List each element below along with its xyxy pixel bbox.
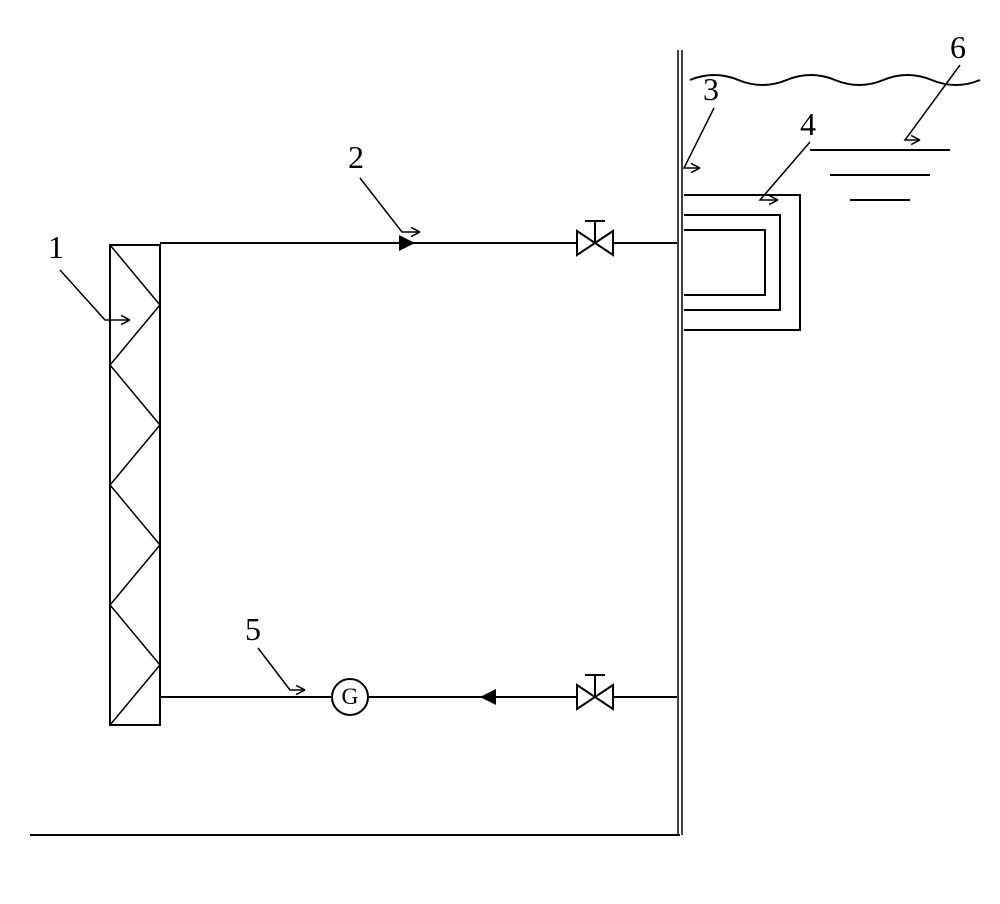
valve-return [577, 675, 613, 709]
leader-line [360, 178, 420, 232]
callout-label-3: 3 [703, 71, 719, 107]
leader-line [684, 108, 714, 168]
callout-label-2: 2 [348, 139, 364, 175]
pump-label: G [342, 684, 359, 710]
flow-arrow-icon [480, 689, 496, 705]
heat-exchanger-fins [110, 245, 160, 725]
engineering-schematic: G 1 2 3 4 5 6 [0, 0, 1000, 904]
leader-line [60, 270, 130, 320]
callout-label-5: 5 [245, 611, 261, 647]
water-surface-icon [690, 75, 980, 85]
callout-label-4: 4 [800, 106, 816, 142]
callout-label-1: 1 [48, 229, 64, 265]
callout-label-6: 6 [950, 29, 966, 65]
heat-exchanger [110, 245, 160, 725]
valve-supply [577, 221, 613, 255]
cooling-coil [684, 230, 765, 295]
flow-arrow-icon [399, 235, 415, 251]
leader-line [760, 142, 810, 200]
leader-line [258, 648, 305, 690]
